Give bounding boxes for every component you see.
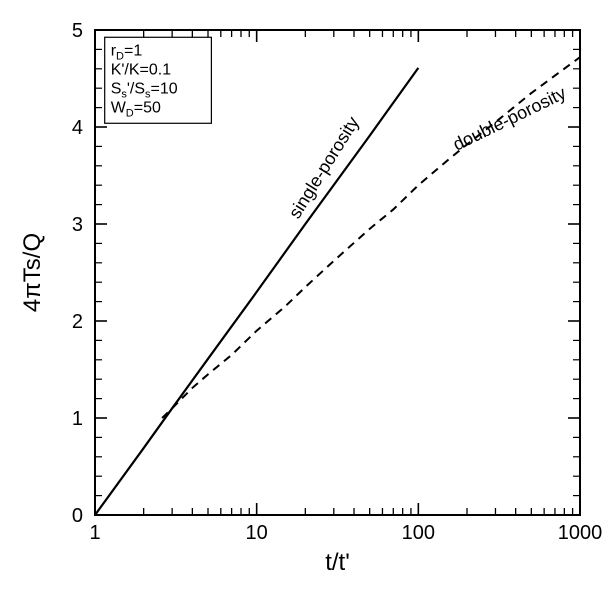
svg-text:10: 10	[246, 522, 268, 544]
svg-text:1: 1	[89, 522, 100, 544]
annotation-line: WD=50	[111, 99, 161, 119]
svg-text:t/t': t/t'	[325, 549, 350, 576]
svg-text:1: 1	[72, 408, 83, 430]
chart-svg: 1101001000t/t'0123454πTs/Qsingle-porosit…	[0, 0, 613, 599]
svg-text:5: 5	[72, 20, 83, 42]
svg-text:4: 4	[72, 117, 83, 139]
svg-text:0: 0	[72, 505, 83, 527]
chart-container: 1101001000t/t'0123454πTs/Qsingle-porosit…	[0, 0, 613, 599]
svg-text:100: 100	[402, 522, 435, 544]
svg-text:1000: 1000	[558, 522, 603, 544]
svg-text:2: 2	[72, 311, 83, 333]
annotation-line: K'/K=0.1	[111, 61, 172, 78]
svg-text:4πTs/Q: 4πTs/Q	[19, 233, 46, 312]
svg-text:3: 3	[72, 214, 83, 236]
annotation-line: Ss'/Ss=10	[111, 80, 178, 100]
annotation-line: rD=1	[111, 42, 143, 62]
